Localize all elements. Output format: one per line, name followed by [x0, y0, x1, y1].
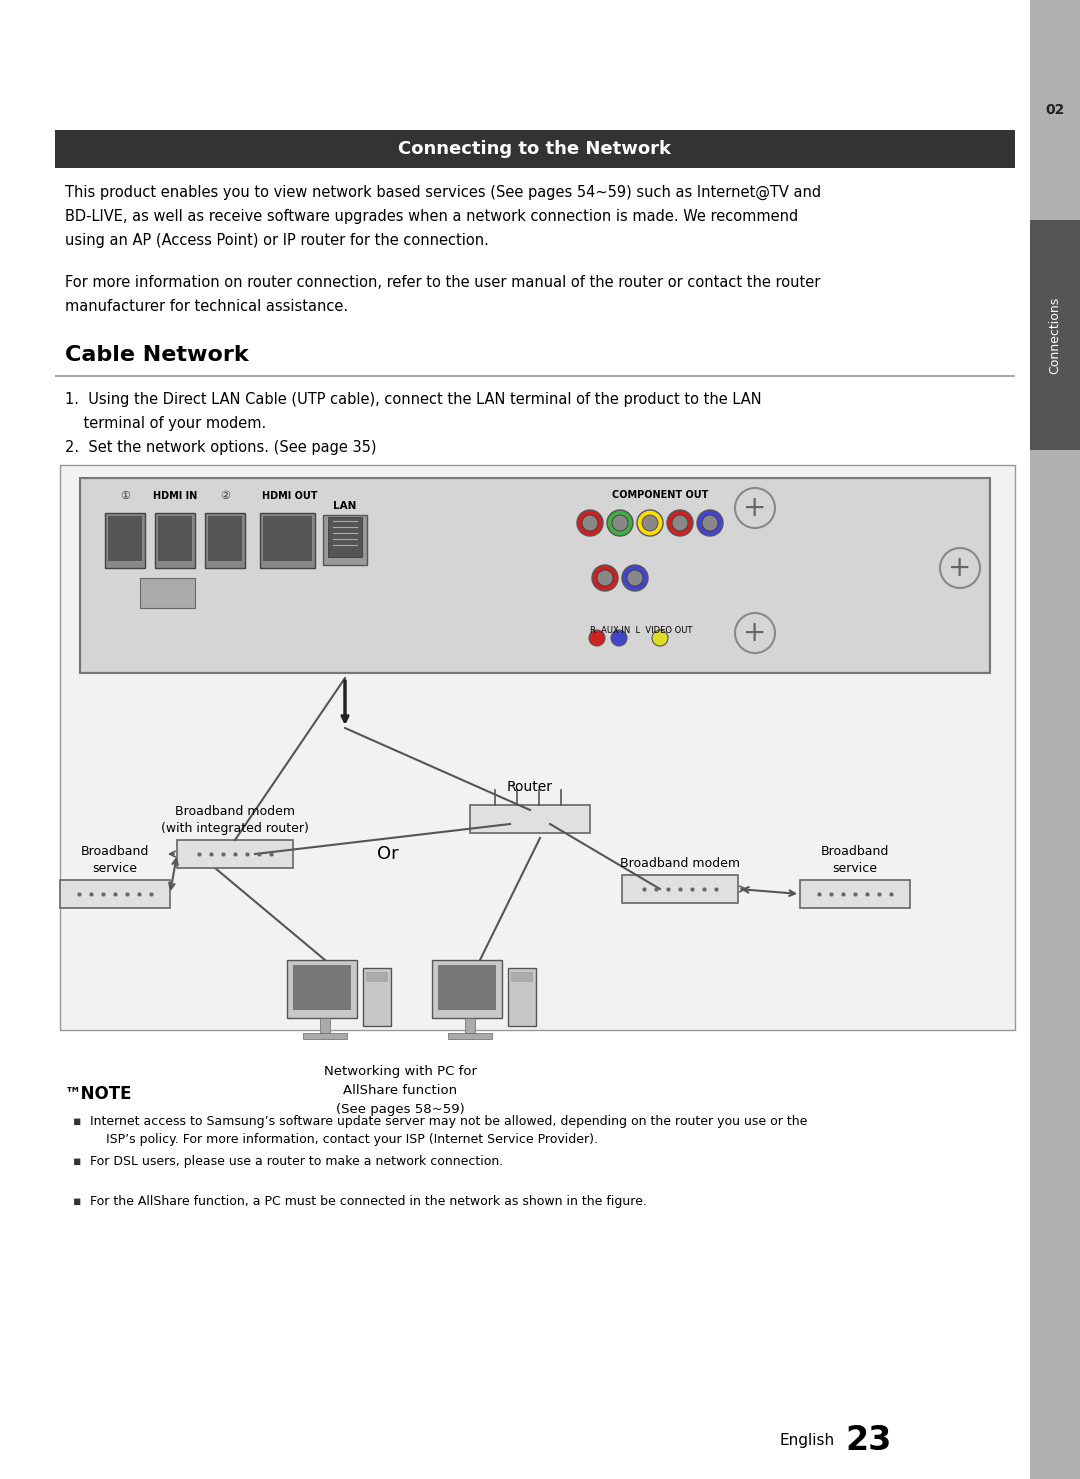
Text: Internet access to Samsung’s software update server may not be allowed, dependin: Internet access to Samsung’s software up…	[90, 1115, 808, 1146]
Text: +: +	[743, 494, 767, 522]
Text: Broadband modem
(with integrated router): Broadband modem (with integrated router)	[161, 805, 309, 836]
Bar	[1030, 220, 1080, 450]
Text: Networking with PC for
AllShare function
(See pages 58~59): Networking with PC for AllShare function…	[324, 1065, 476, 1117]
Circle shape	[637, 510, 663, 535]
Bar	[293, 964, 351, 1010]
Circle shape	[702, 515, 718, 531]
Bar	[432, 960, 502, 1018]
Bar	[55, 130, 1015, 169]
Bar	[105, 513, 145, 568]
Text: 1.  Using the Direct LAN Cable (UTP cable), connect the LAN terminal of the prod: 1. Using the Direct LAN Cable (UTP cable…	[65, 392, 761, 430]
Text: LAN: LAN	[334, 501, 356, 512]
Bar	[264, 516, 312, 561]
Bar	[328, 518, 362, 558]
Text: 23: 23	[845, 1423, 891, 1457]
Circle shape	[667, 510, 693, 535]
Text: Cable Network: Cable Network	[65, 345, 248, 365]
Text: Router: Router	[507, 779, 553, 794]
Bar	[323, 515, 367, 565]
Text: This product enables you to view network based services (See pages 54~59) such a: This product enables you to view network…	[65, 185, 821, 248]
Bar	[622, 876, 738, 904]
Circle shape	[577, 510, 603, 535]
Bar	[438, 964, 496, 1010]
Bar	[1030, 0, 1080, 1479]
Text: Broadband modem: Broadband modem	[620, 856, 740, 870]
Bar	[800, 880, 910, 908]
Text: COMPONENT OUT: COMPONENT OUT	[611, 490, 708, 500]
Text: 02: 02	[1045, 104, 1065, 117]
Text: Broadband
service: Broadband service	[821, 845, 889, 876]
Bar	[320, 1018, 330, 1032]
Text: ①: ①	[120, 491, 130, 501]
Text: 2.  Set the network options. (See page 35): 2. Set the network options. (See page 35…	[65, 439, 377, 456]
Bar	[508, 967, 536, 1026]
Text: ▪: ▪	[73, 1155, 81, 1168]
Text: Broadband
service: Broadband service	[81, 845, 149, 876]
Text: ™NOTE: ™NOTE	[65, 1086, 133, 1103]
Bar	[303, 1032, 347, 1040]
Text: For more information on router connection, refer to the user manual of the route: For more information on router connectio…	[65, 275, 821, 314]
Text: +: +	[948, 555, 972, 583]
Bar	[448, 1032, 492, 1040]
Bar	[80, 478, 990, 673]
Circle shape	[597, 569, 613, 586]
Circle shape	[672, 515, 688, 531]
Circle shape	[582, 515, 598, 531]
Text: +: +	[743, 620, 767, 646]
Bar	[140, 578, 195, 608]
Bar	[208, 516, 242, 561]
Bar	[60, 464, 1015, 1029]
Circle shape	[627, 569, 643, 586]
Bar	[108, 516, 141, 561]
Circle shape	[589, 630, 605, 646]
Circle shape	[592, 565, 618, 592]
Text: Connections: Connections	[1049, 296, 1062, 374]
Bar	[366, 972, 388, 982]
Bar	[470, 805, 590, 833]
Bar	[205, 513, 245, 568]
Circle shape	[622, 565, 648, 592]
Bar	[158, 516, 192, 561]
Circle shape	[697, 510, 723, 535]
Text: ▪: ▪	[73, 1115, 81, 1128]
Text: English: English	[780, 1433, 835, 1448]
Bar	[511, 972, 534, 982]
Text: For DSL users, please use a router to make a network connection.: For DSL users, please use a router to ma…	[90, 1155, 503, 1168]
Bar	[260, 513, 315, 568]
Text: For the AllShare function, a PC must be connected in the network as shown in the: For the AllShare function, a PC must be …	[90, 1195, 647, 1208]
Bar	[363, 967, 391, 1026]
Bar	[60, 880, 170, 908]
Circle shape	[612, 515, 627, 531]
Text: HDMI OUT: HDMI OUT	[262, 491, 318, 501]
Bar	[55, 376, 1015, 377]
Text: R  AUX IN  L  VIDEO OUT: R AUX IN L VIDEO OUT	[590, 626, 692, 634]
Circle shape	[611, 630, 627, 646]
Circle shape	[607, 510, 633, 535]
Circle shape	[642, 515, 658, 531]
Text: ▪: ▪	[73, 1195, 81, 1208]
Text: Connecting to the Network: Connecting to the Network	[399, 141, 672, 158]
Bar	[177, 840, 293, 868]
Text: Or: Or	[377, 845, 399, 864]
Bar	[287, 960, 357, 1018]
Bar	[465, 1018, 475, 1032]
Text: HDMI IN: HDMI IN	[153, 491, 198, 501]
Bar	[82, 481, 988, 671]
Circle shape	[652, 630, 669, 646]
Bar	[156, 513, 195, 568]
Text: ②: ②	[220, 491, 230, 501]
